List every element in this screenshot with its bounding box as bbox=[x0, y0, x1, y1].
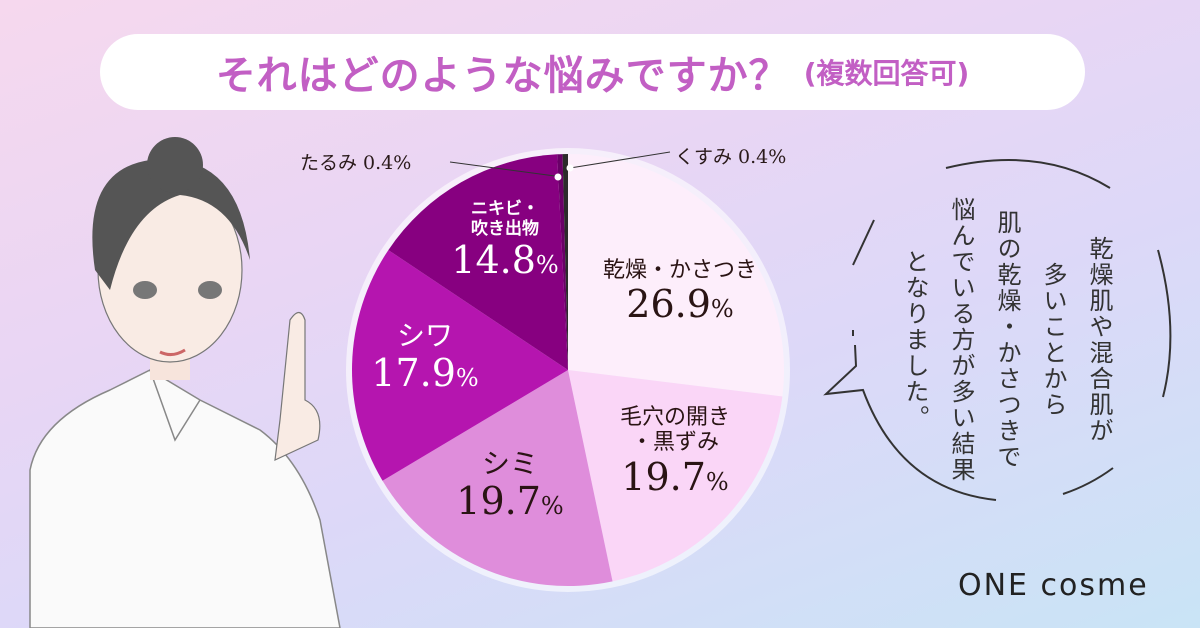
page-subtitle: (複数回答可) bbox=[803, 57, 970, 90]
label-sagging: たるみ 0.4% bbox=[300, 152, 412, 174]
label-wrinkles: シワ 17.9% bbox=[365, 319, 485, 396]
label-dry: 乾燥・かさつき 26.9% bbox=[580, 258, 780, 327]
bubble-line: 乾燥肌や混合肌が bbox=[1085, 236, 1113, 444]
percent-sign: % bbox=[710, 295, 734, 324]
leader-dot bbox=[554, 173, 562, 181]
pie-slice-5 bbox=[557, 154, 568, 370]
nurse-illustration bbox=[29, 137, 341, 628]
percent-sign: % bbox=[455, 364, 479, 393]
bubble-line: 肌の乾燥・かさつきで bbox=[993, 210, 1021, 470]
bubble-line: 多いことから bbox=[1039, 262, 1067, 418]
label-spots: シミ 19.7% bbox=[440, 447, 580, 524]
label-acne-name: ニキビ・ bbox=[471, 199, 539, 219]
pie-slice-6 bbox=[562, 154, 568, 370]
percent-sign: % bbox=[540, 492, 564, 521]
label-dry-value: 26.9 bbox=[626, 282, 711, 327]
page-title: それはどのような悩みですか？ bbox=[215, 53, 790, 99]
pie-slice-2 bbox=[382, 370, 613, 586]
percent-sign: % bbox=[705, 467, 729, 496]
label-pores-name: 毛穴の開き bbox=[619, 405, 730, 430]
label-wrinkles-value: 17.9 bbox=[371, 351, 456, 396]
label-pores: 毛穴の開き ・黒ずみ 19.7% bbox=[585, 405, 765, 499]
percent-sign: % bbox=[535, 251, 559, 280]
label-pores-value: 19.7 bbox=[621, 454, 706, 499]
bubble-line: 悩んでいる方が多い結果 bbox=[947, 197, 975, 483]
label-acne-name2: 吹き出物 bbox=[471, 218, 539, 239]
label-dullness: くすみ 0.4% bbox=[675, 146, 787, 168]
label-spots-value: 19.7 bbox=[456, 479, 541, 524]
label-pores-name2: ・黒ずみ bbox=[630, 430, 719, 456]
label-spots-name: シミ bbox=[481, 447, 538, 480]
title-banner: それはどのような悩みですか？ (複数回答可) bbox=[100, 34, 1085, 110]
label-wrinkles-name: シワ bbox=[396, 319, 453, 352]
label-acne-value: 14.8 bbox=[451, 238, 536, 283]
leader-dot bbox=[566, 164, 574, 172]
bubble-text: 乾燥肌や混合肌が 多いことから 肌の乾燥・かさつきで 悩んでいる方が多い結果 と… bbox=[892, 170, 1122, 510]
pie-slice-3 bbox=[351, 250, 568, 481]
brand-logo: ONE cosme bbox=[958, 568, 1149, 603]
pie-slice-4 bbox=[388, 154, 568, 370]
leader-line bbox=[449, 161, 556, 177]
label-acne: ニキビ・ 吹き出物 14.8% bbox=[440, 199, 570, 283]
pie-slice-0 bbox=[568, 154, 784, 397]
bubble-line: となりました。 bbox=[901, 249, 929, 431]
pie-slice-1 bbox=[568, 370, 783, 582]
leader-line bbox=[569, 151, 671, 169]
label-dry-name: 乾燥・かさつき bbox=[602, 258, 757, 283]
